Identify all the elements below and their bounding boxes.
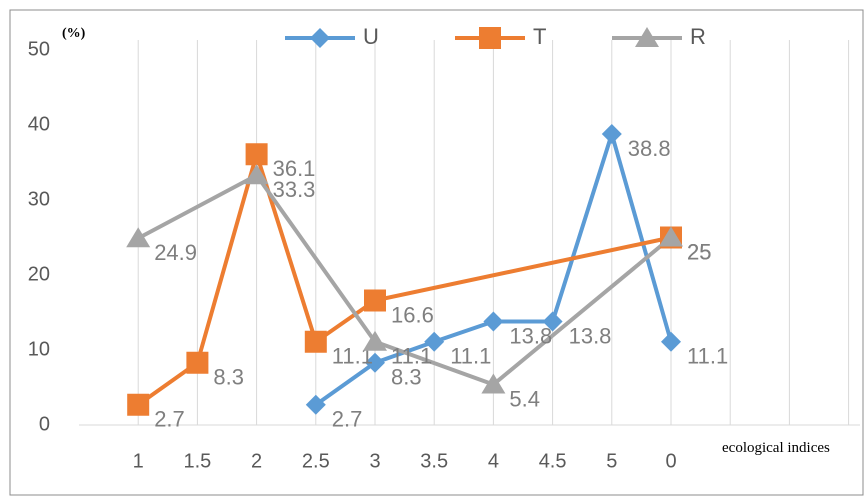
frame — [9, 9, 864, 496]
point-marker — [424, 331, 445, 352]
point-marker — [127, 393, 150, 416]
data-label: 24.9 — [154, 240, 197, 265]
x-axis-label: ecological indices — [722, 440, 830, 456]
data-label: 38.8 — [628, 136, 671, 161]
point-marker — [364, 289, 386, 312]
point-marker — [601, 124, 622, 144]
x-tick-label: 3 — [369, 450, 380, 472]
data-label: 25 — [687, 239, 711, 264]
x-tick-label: 2.5 — [302, 450, 330, 472]
point-marker — [126, 227, 151, 248]
y-tick-label: 30 — [28, 188, 50, 210]
point-marker — [304, 330, 327, 353]
data-label: 11.1 — [391, 344, 432, 369]
point-marker — [363, 330, 387, 351]
x-tick-label: 2 — [251, 450, 262, 472]
point-marker — [481, 373, 506, 394]
x-tick-label: 5 — [606, 450, 617, 472]
data-label: 11.1 — [450, 344, 491, 369]
legend-label: U — [363, 24, 379, 49]
x-tick-label: 1.5 — [183, 450, 211, 472]
x-tick-label: 4 — [488, 450, 499, 472]
x-tick-label: 1 — [133, 450, 144, 472]
legend-label: R — [690, 24, 706, 49]
point-marker — [186, 351, 209, 374]
x-tick-label: 3.5 — [420, 450, 448, 472]
y-tick-label: 40 — [28, 113, 50, 135]
data-label: 36.1 — [273, 156, 316, 181]
data-label: 16.6 — [391, 302, 434, 327]
data-label: 13.8 — [569, 323, 612, 348]
x-tick-label: 4.5 — [539, 450, 567, 472]
legend-label: T — [533, 24, 546, 49]
point-marker — [365, 352, 385, 373]
y-tick-label: 10 — [28, 338, 50, 360]
point-marker — [244, 164, 269, 185]
data-label: 5.4 — [509, 386, 540, 411]
y-tick-label: 50 — [28, 38, 50, 60]
y-tick-label: 0 — [39, 413, 50, 435]
y-unit-label: (%) — [62, 26, 86, 41]
data-label: 8.3 — [213, 365, 244, 390]
point-marker — [542, 311, 563, 332]
y-tick-label: 20 — [28, 263, 50, 285]
data-label: 11.1 — [687, 344, 728, 369]
point-marker — [659, 226, 683, 247]
point-marker — [245, 143, 268, 166]
legend-marker — [310, 28, 330, 48]
point-marker — [305, 394, 326, 415]
point-marker — [483, 311, 504, 332]
legend-marker — [479, 27, 501, 49]
data-label: 33.3 — [273, 177, 316, 202]
legend-marker — [635, 27, 659, 47]
data-label: 2.7 — [332, 407, 363, 432]
data-label: 25 — [687, 239, 711, 264]
data-label: 13.8 — [509, 323, 552, 348]
x-tick-label: 0 — [665, 450, 676, 472]
data-label: 8.3 — [391, 365, 422, 390]
point-marker — [661, 331, 681, 352]
data-label: 2.7 — [154, 407, 185, 432]
